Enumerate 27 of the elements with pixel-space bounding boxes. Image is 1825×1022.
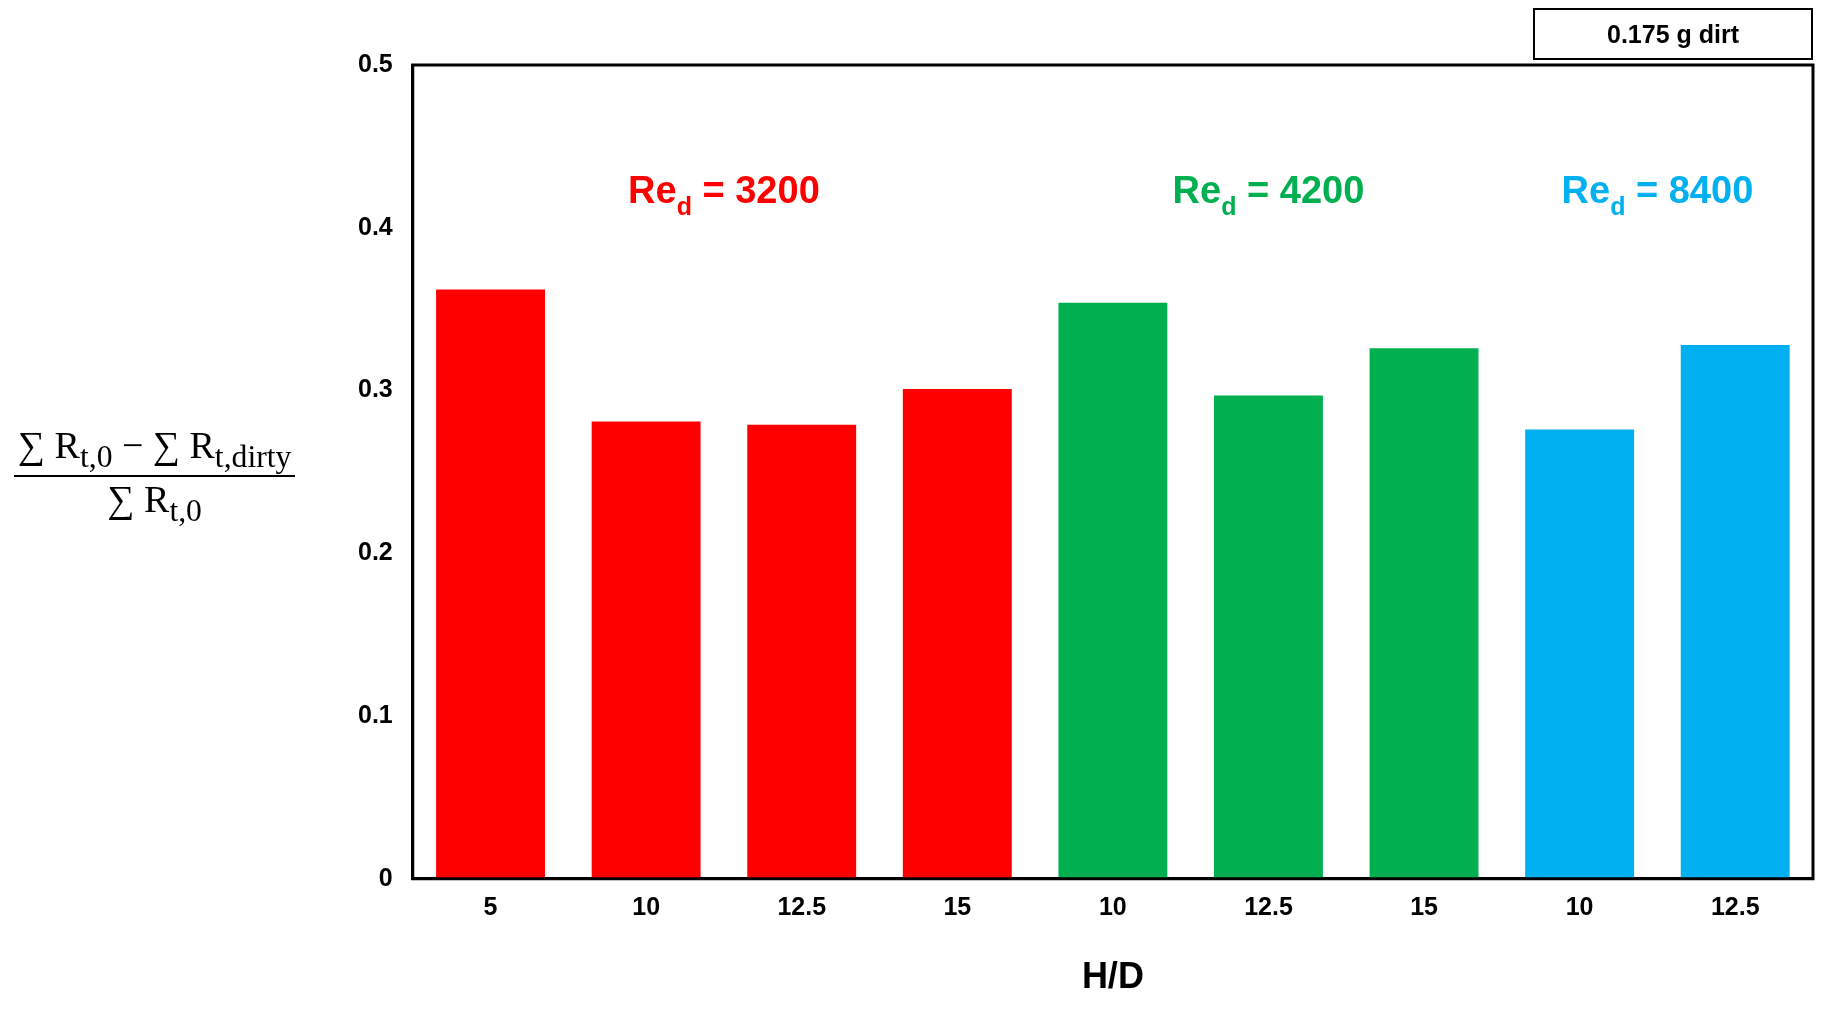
- text: 0.175 g dirt: [1533, 8, 1813, 60]
- bar: [591, 421, 701, 879]
- y-tick-label: 0: [378, 862, 393, 891]
- bar: [747, 424, 857, 879]
- y-tick-label: 0.2: [357, 537, 393, 566]
- text: ∑ R$_{t,0}$ − ∑ R$_{t,dirty}$ ∑ R$_{t,0}$: [18, 424, 292, 528]
- x-tick-label: 12.5: [1244, 891, 1293, 920]
- bar: [1058, 302, 1168, 879]
- y-tick-label: 0.1: [357, 699, 393, 728]
- x-tick-label: 10: [632, 891, 661, 920]
- y-tick-label: 0.3: [357, 374, 393, 403]
- bar: [436, 289, 545, 879]
- x-axis-title: H/D: [1081, 955, 1144, 997]
- x-tick-label: 15: [1410, 891, 1439, 920]
- x-tick-label: 10: [1565, 891, 1594, 920]
- y-tick-label: 0.5: [357, 48, 393, 77]
- bar: [1525, 429, 1635, 879]
- x-tick-label: 10: [1098, 891, 1127, 920]
- x-tick-label: 15: [943, 891, 972, 920]
- x-tick-label: 12.5: [1710, 891, 1760, 920]
- bar: [1680, 344, 1790, 879]
- bar: [1369, 348, 1479, 879]
- x-tick-label: 12.5: [777, 891, 827, 920]
- bar: [1214, 395, 1323, 879]
- x-tick-label: 5: [483, 891, 498, 920]
- bar: [902, 388, 1012, 879]
- y-tick-label: 0.4: [357, 211, 393, 240]
